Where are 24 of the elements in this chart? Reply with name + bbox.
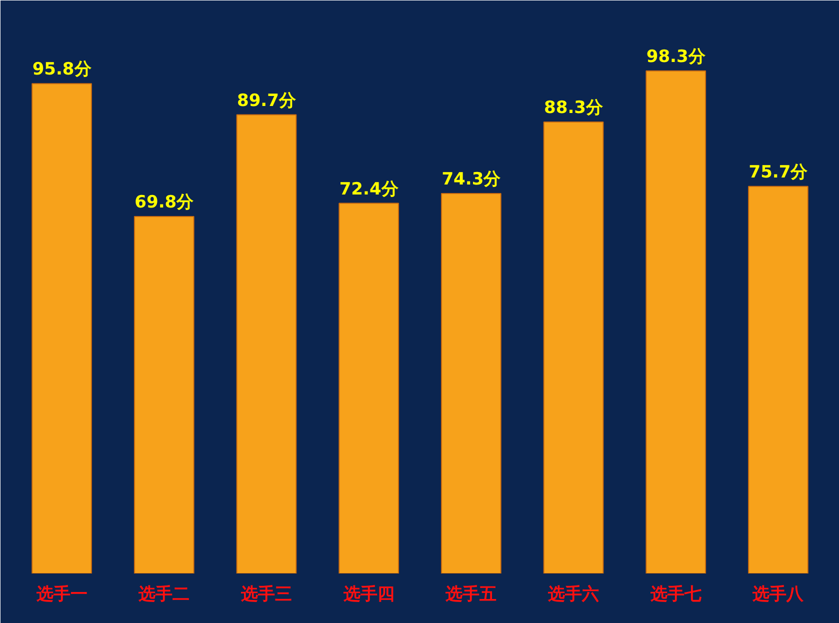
data-label: 88.3分 bbox=[544, 98, 604, 118]
bar bbox=[646, 70, 706, 574]
bar bbox=[543, 121, 604, 574]
data-label: 95.8分 bbox=[32, 60, 92, 80]
x-tick-label: 选手五 bbox=[444, 584, 497, 604]
bar bbox=[32, 83, 92, 574]
x-tick-label: 选手一 bbox=[35, 584, 88, 604]
x-tick-label: 选手八 bbox=[752, 584, 805, 604]
x-tick-label: 选手二 bbox=[138, 584, 190, 604]
data-label: 72.4分 bbox=[339, 179, 400, 200]
bar bbox=[440, 193, 502, 574]
bar bbox=[338, 202, 400, 574]
data-label: 69.8分 bbox=[134, 192, 195, 213]
bar bbox=[748, 186, 808, 574]
data-label: 75.7分 bbox=[748, 162, 809, 182]
bar bbox=[236, 114, 297, 574]
x-tick-label: 选手七 bbox=[649, 584, 702, 604]
x-tick-label: 选手六 bbox=[547, 584, 600, 604]
x-tick-label: 选手三 bbox=[240, 584, 292, 604]
data-label: 74.3分 bbox=[442, 170, 502, 190]
data-label: 89.7分 bbox=[237, 90, 297, 111]
data-label: 98.3分 bbox=[646, 46, 706, 67]
bar bbox=[134, 216, 194, 574]
x-tick-label: 选手四 bbox=[342, 584, 394, 604]
